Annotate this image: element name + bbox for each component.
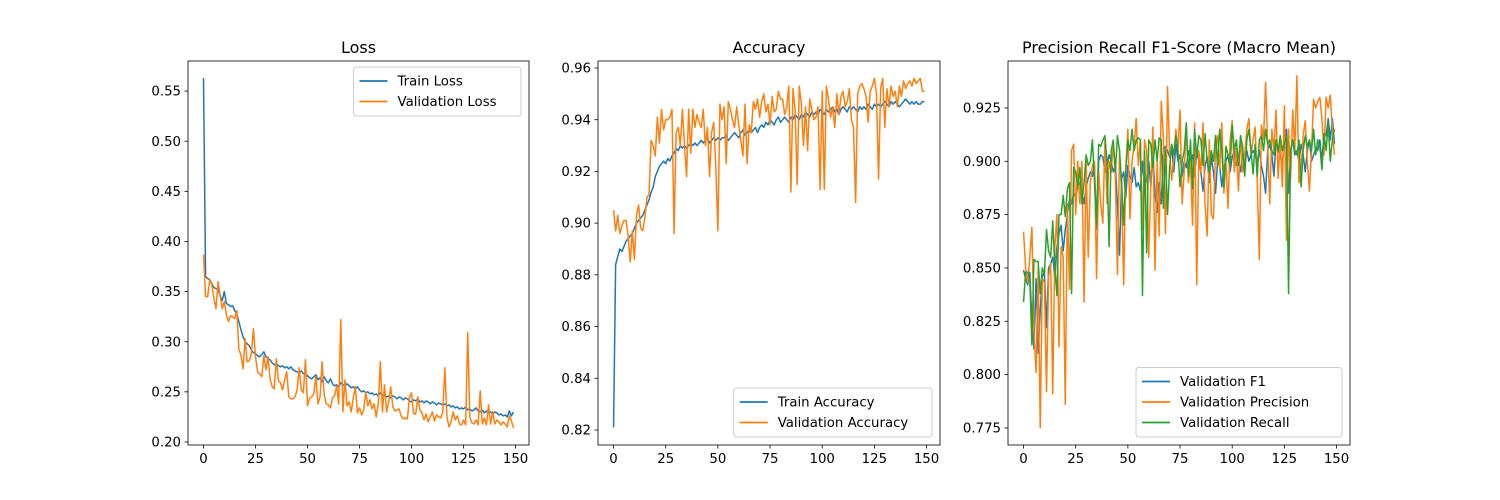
legend-label: Train Loss: [397, 75, 463, 90]
legend-box: [733, 387, 933, 438]
chart-title: Accuracy: [732, 38, 805, 57]
y-tick-label: 0.90: [561, 217, 591, 232]
legend-label: Train Accuracy: [777, 396, 875, 411]
x-tick-label: 150: [1324, 452, 1349, 467]
y-tick-label: 0.55: [151, 85, 181, 100]
y-tick-label: 0.25: [151, 385, 181, 400]
series-line-3: [1022, 122, 1336, 346]
y-tick-label: 0.900: [963, 155, 1001, 170]
x-tick-label: 50: [1119, 452, 1136, 467]
legend-label: Validation F1: [1180, 375, 1266, 390]
x-tick-label: 125: [451, 452, 476, 467]
x-tick-label: 150: [503, 452, 528, 467]
x-tick-label: 100: [810, 452, 835, 467]
y-tick-label: 0.50: [151, 135, 181, 150]
subplot-2: 0 25 50 75 100 125 150 0.82 0.84 0.86 0.88 0.90 0.92…: [561, 38, 941, 467]
x-tick-label: 75: [1172, 452, 1189, 467]
chart-title: Loss: [341, 38, 376, 57]
y-tick-label: 0.84: [561, 372, 591, 387]
x-tick-label: 0: [1019, 452, 1027, 467]
y-tick-label: 0.800: [963, 368, 1001, 383]
legend-box: [353, 66, 522, 117]
axes-frame: [597, 60, 941, 446]
y-tick-label: 0.875: [963, 208, 1001, 223]
y-tick-label: 0.775: [963, 422, 1001, 437]
legend-label: Validation Loss: [398, 95, 497, 110]
axes-frame: [1007, 60, 1351, 446]
x-tick-label: 25: [657, 452, 674, 467]
x-tick-label: 0: [609, 452, 617, 467]
y-tick-label: 0.82: [561, 424, 591, 439]
subplot-1: 0 25 50 75 100 125 150 0.20 0.25 0.30 0.35 0.40 0.45…: [151, 38, 530, 467]
series-line-2: [612, 77, 925, 263]
y-tick-label: 0.45: [151, 185, 181, 200]
chart-title: Precision Recall F1-Score (Macro Mean): [1022, 38, 1336, 57]
y-tick-label: 0.88: [561, 268, 591, 283]
y-tick-label: 0.925: [963, 102, 1001, 117]
x-tick-label: 125: [862, 452, 887, 467]
x-tick-label: 75: [351, 452, 368, 467]
x-tick-label: 100: [399, 452, 424, 467]
x-tick-label: 75: [762, 452, 779, 467]
y-tick-label: 0.825: [963, 315, 1001, 330]
y-tick-label: 0.850: [963, 262, 1001, 277]
y-tick-label: 0.35: [151, 285, 181, 300]
x-tick-label: 125: [1272, 452, 1297, 467]
legend: Train Accuracy Validation Accuracy: [733, 387, 933, 438]
x-tick-label: 25: [1067, 452, 1084, 467]
series-line-2: [202, 254, 515, 429]
x-tick-label: 25: [247, 452, 264, 467]
y-tick-label: 0.40: [151, 235, 181, 250]
y-tick-label: 0.94: [561, 113, 591, 128]
series-line-1: [612, 98, 925, 428]
y-tick-label: 0.20: [151, 436, 181, 451]
legend-label: Validation Precision: [1180, 396, 1309, 411]
y-tick-label: 0.30: [151, 335, 181, 350]
x-tick-label: 50: [709, 452, 726, 467]
x-tick-label: 150: [914, 452, 939, 467]
series-line-2: [1022, 75, 1336, 429]
legend: Train Loss Validation Loss: [353, 66, 522, 117]
x-tick-label: 100: [1220, 452, 1245, 467]
subplot-3: 0 25 50 75 100 125 150 0.775 0.800 0.825 0.850 0.87…: [963, 38, 1351, 467]
legend-label: Validation Accuracy: [778, 416, 909, 431]
y-tick-label: 0.96: [561, 62, 591, 77]
y-tick-label: 0.92: [561, 165, 591, 180]
x-tick-label: 0: [199, 452, 207, 467]
legend: Validation F1 Validation Precision Validat…: [1135, 367, 1343, 438]
y-tick-label: 0.86: [561, 320, 591, 335]
legend-box: [1135, 367, 1343, 438]
legend-label: Validation Recall: [1180, 416, 1290, 431]
axes-frame: [187, 60, 530, 446]
x-tick-label: 50: [299, 452, 316, 467]
